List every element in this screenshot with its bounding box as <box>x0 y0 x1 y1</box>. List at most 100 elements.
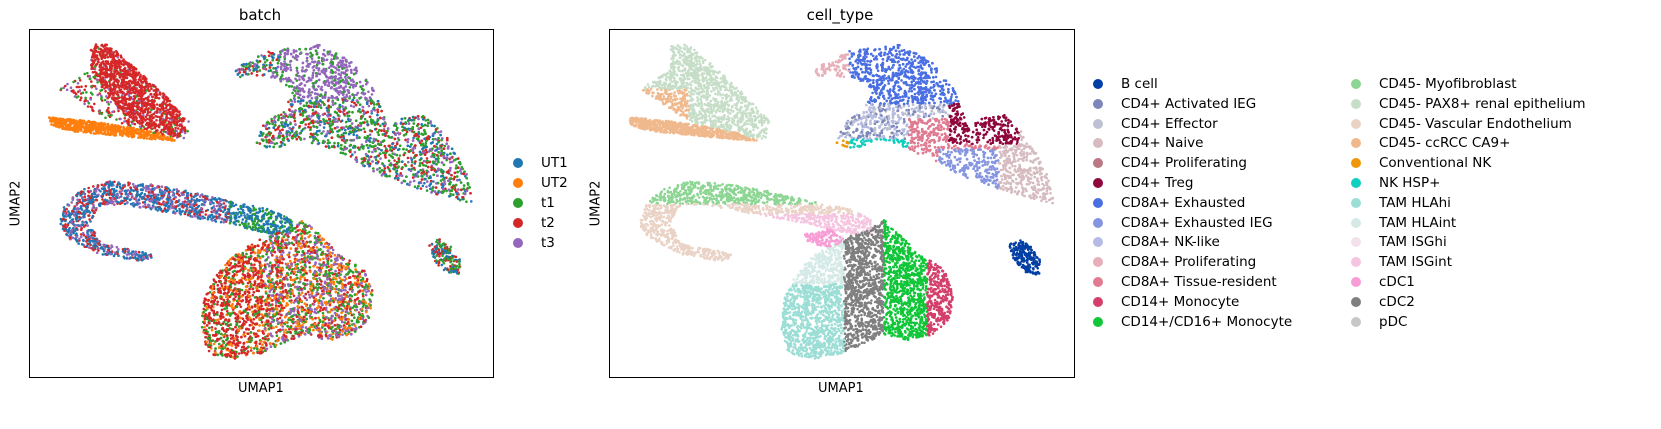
cell-tcell-points <box>814 43 1055 205</box>
legend-label: Conventional NK <box>1379 155 1491 171</box>
cell-type-legend-item: TAM HLAhi <box>1351 195 1451 211</box>
batch-title: batch <box>230 6 290 24</box>
legend-label: pDC <box>1379 314 1407 330</box>
legend-label: t2 <box>541 215 555 231</box>
legend-marker <box>513 178 523 188</box>
cell-type-legend-item: CD4+ Activated IEG <box>1093 96 1256 112</box>
cell-type-legend-item: CD4+ Effector <box>1093 116 1218 132</box>
cell-stromal-points <box>639 180 874 262</box>
legend-label: CD45- Vascular Endothelium <box>1379 116 1572 132</box>
legend-label: CD4+ Effector <box>1121 116 1218 132</box>
batch-legend-item: t2 <box>513 215 555 231</box>
legend-label: t1 <box>541 195 555 211</box>
legend-label: CD8A+ Exhausted IEG <box>1121 215 1273 231</box>
batch-legend-item: UT2 <box>513 175 568 191</box>
legend-label: CD14+/CD16+ Monocyte <box>1121 314 1292 330</box>
batch-bottom-points <box>200 220 374 360</box>
cell-type-scatter-plot <box>609 29 1075 378</box>
legend-marker <box>1351 257 1361 268</box>
cell-type-legend-item: CD14+/CD16+ Monocyte <box>1093 314 1292 330</box>
legend-label: CD8A+ Proliferating <box>1121 254 1256 270</box>
batch-xlabel: UMAP1 <box>238 381 284 396</box>
cell-type-legend-item: NK HSP+ <box>1351 175 1440 191</box>
legend-label: CD45- Myofibroblast <box>1379 76 1517 92</box>
cell-type-legend-item: Conventional NK <box>1351 155 1491 171</box>
cell-type-legend-item: TAM ISGint <box>1351 254 1452 270</box>
legend-label: CD4+ Activated IEG <box>1121 96 1256 112</box>
legend-marker <box>1351 98 1361 109</box>
legend-marker <box>1351 197 1361 208</box>
legend-marker <box>1093 178 1103 188</box>
legend-label: UT2 <box>541 175 568 191</box>
legend-label: CD45- PAX8+ renal epithelium <box>1379 96 1586 112</box>
legend-label: B cell <box>1121 76 1158 92</box>
legend-label: cDC1 <box>1379 274 1415 290</box>
cell-type-title: cell_type <box>780 6 900 24</box>
batch-triangle-core-points <box>90 43 186 138</box>
cell-type-legend-item: CD14+ Monocyte <box>1093 294 1239 310</box>
cell-type-legend-item: CD8A+ NK-like <box>1093 234 1220 250</box>
legend-marker <box>513 218 523 228</box>
batch-ylabel: UMAP2 <box>9 179 24 229</box>
legend-marker <box>1351 118 1361 129</box>
batch-top-right-points <box>234 43 473 203</box>
plot-frame <box>609 29 1075 378</box>
legend-marker <box>1093 217 1103 228</box>
legend-marker <box>513 158 523 168</box>
legend-label: CD8A+ NK-like <box>1121 234 1220 250</box>
cell-type-legend-item: CD8A+ Exhausted <box>1093 195 1245 211</box>
legend-marker <box>1351 178 1361 188</box>
cell-type-legend-item: cDC2 <box>1351 294 1415 310</box>
cell-cdc1-points <box>803 228 844 248</box>
legend-label: TAM ISGint <box>1379 254 1452 270</box>
legend-marker <box>1093 316 1103 327</box>
cell-type-legend-item: CD8A+ Exhausted IEG <box>1093 215 1273 231</box>
cell-type-legend-item: CD4+ Proliferating <box>1093 155 1247 171</box>
legend-marker <box>1351 217 1361 228</box>
batch-scatter-plot <box>29 29 494 378</box>
batch-loop-points <box>59 180 294 262</box>
cell-type-legend-item: cDC1 <box>1351 274 1415 290</box>
cell-type-legend-item: CD4+ Treg <box>1093 175 1193 191</box>
cell-type-legend-item: CD45- ccRCC CA9+ <box>1351 135 1510 151</box>
legend-label: cDC2 <box>1379 294 1415 310</box>
legend-label: CD8A+ Tissue-resident <box>1121 274 1277 290</box>
legend-marker <box>1351 296 1361 307</box>
batch-legend-item: t3 <box>513 235 555 251</box>
cell-type-legend-item: CD45- PAX8+ renal epithelium <box>1351 96 1586 112</box>
batch-legend-item: UT1 <box>513 155 568 171</box>
cell-type-legend-item: CD8A+ Tissue-resident <box>1093 274 1277 290</box>
cell-type-legend-item: CD4+ Naive <box>1093 135 1203 151</box>
cell-type-legend-item: pDC <box>1351 314 1407 330</box>
legend-label: UT1 <box>541 155 568 171</box>
batch-legend-item: t1 <box>513 195 555 211</box>
legend-label: TAM ISGhi <box>1379 234 1447 250</box>
legend-marker <box>1093 158 1103 169</box>
legend-label: CD4+ Treg <box>1121 175 1193 191</box>
legend-marker <box>1093 237 1103 248</box>
cell-type-ylabel: UMAP2 <box>589 179 604 229</box>
cell-type-legend-item: CD45- Myofibroblast <box>1351 76 1517 92</box>
cell-type-xlabel: UMAP1 <box>818 381 864 396</box>
batch-island-points <box>428 238 462 276</box>
legend-marker <box>1093 98 1103 109</box>
legend-marker <box>1093 257 1103 268</box>
legend-label: CD8A+ Exhausted <box>1121 195 1245 211</box>
legend-marker <box>1351 316 1361 327</box>
legend-marker <box>1093 79 1103 89</box>
cell-type-legend-item: CD8A+ Proliferating <box>1093 254 1256 270</box>
cell-type-legend-item: TAM ISGhi <box>1351 234 1447 250</box>
cell-renal-epithelium-points <box>641 43 771 140</box>
legend-marker <box>513 238 523 248</box>
legend-label: CD14+ Monocyte <box>1121 294 1239 310</box>
legend-label: TAM HLAint <box>1379 215 1456 231</box>
plot-frame <box>29 29 494 378</box>
legend-marker <box>1093 277 1103 287</box>
legend-label: t3 <box>541 235 555 251</box>
legend-label: NK HSP+ <box>1379 175 1440 191</box>
legend-label: CD4+ Proliferating <box>1121 155 1247 171</box>
legend-marker <box>1351 237 1361 248</box>
legend-marker <box>1093 138 1103 149</box>
legend-marker <box>1093 118 1103 129</box>
legend-label: CD4+ Naive <box>1121 135 1203 151</box>
